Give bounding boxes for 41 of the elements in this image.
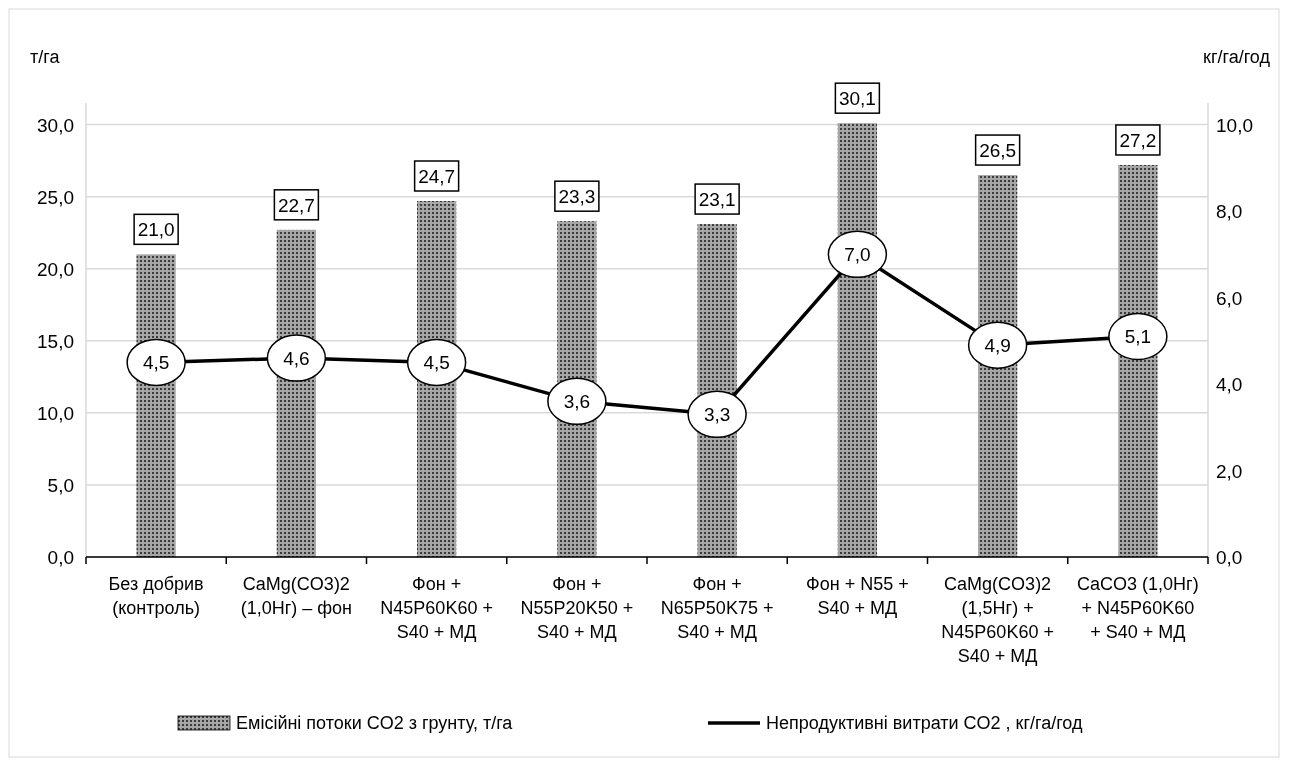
- x-tick-label: Фон + N55P20K50 + S40 + МД: [520, 574, 634, 642]
- data-label: 21,0: [137, 219, 175, 241]
- data-label: 5,1: [1124, 326, 1152, 348]
- x-tick-label: CaCO3 (1,0Нг) + N45P60K60 + S40 + МД: [1077, 574, 1199, 642]
- x-tick-label: Фон + N45P60K60 + S40 + МД: [380, 574, 493, 642]
- data-label: 7,0: [844, 244, 871, 266]
- data-label: 22,7: [277, 194, 315, 216]
- y-tick-label: 30,0: [37, 114, 74, 136]
- y-tick-label: 15,0: [37, 330, 74, 352]
- x-tick-label: Фон + N65P50K75 + S40 + МД: [660, 574, 774, 642]
- data-label: 4,5: [423, 352, 450, 374]
- y-tick-label: 25,0: [37, 186, 74, 208]
- y2-tick-label: 10,0: [1216, 114, 1253, 136]
- x-tick-label: Без добрив (контроль): [108, 574, 204, 618]
- data-label: 26,5: [979, 140, 1017, 162]
- data-label: 23,1: [698, 189, 736, 211]
- data-label: 4,5: [142, 352, 170, 374]
- legend-label: Емісійні потоки CO2 з грунту, т/га: [236, 713, 514, 733]
- y-axis-title: т/га: [30, 47, 61, 67]
- data-label: 30,1: [838, 88, 876, 110]
- y2-tick-label: 2,0: [1216, 460, 1243, 482]
- y2-tick-label: 0,0: [1216, 547, 1243, 568]
- y-tick-label: 0,0: [47, 547, 74, 568]
- y2-tick-label: 6,0: [1216, 287, 1243, 309]
- y-tick-label: 5,0: [47, 474, 74, 496]
- data-label: 4,6: [283, 348, 310, 370]
- y2-tick-label: 8,0: [1216, 201, 1243, 223]
- x-tick-label: CaMg(CO3)2 (1,0Нг) – фон: [240, 574, 353, 618]
- y2-tick-label: 4,0: [1216, 374, 1243, 396]
- y2-axis-title: кг/га/год: [1203, 47, 1271, 67]
- data-label: 3,6: [563, 391, 591, 413]
- data-label: 3,3: [703, 404, 731, 426]
- data-label: 23,3: [558, 186, 596, 208]
- data-label: 24,7: [418, 166, 456, 188]
- x-tick-label: CaMg(CO3)2 (1,5Нг) + N45P60K60 + S40 + МД: [941, 574, 1054, 666]
- data-label: 27,2: [1119, 129, 1157, 151]
- y-tick-label: 20,0: [37, 258, 74, 280]
- y-tick-label: 10,0: [37, 402, 74, 424]
- legend-label: Непродуктивні витрати CO2 , кг/га/год: [766, 713, 1083, 733]
- data-label: 4,9: [984, 335, 1011, 357]
- x-tick-label: Фон + N55 + S40 + МД: [806, 574, 909, 618]
